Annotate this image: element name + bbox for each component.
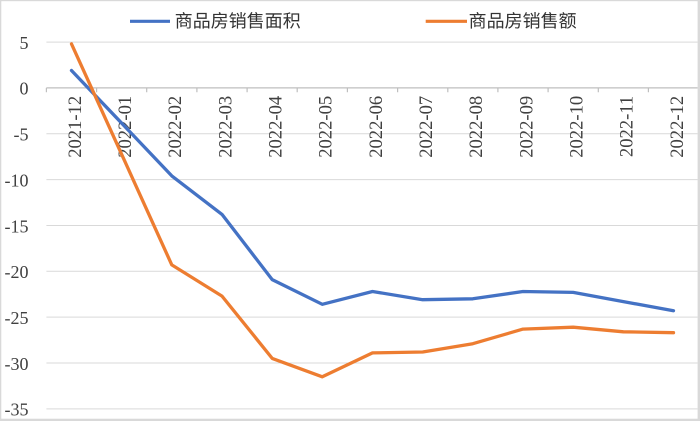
- svg-text:-15: -15: [5, 216, 29, 236]
- svg-text:2022-07: 2022-07: [416, 96, 437, 158]
- svg-text:2022-03: 2022-03: [215, 96, 236, 158]
- svg-text:-5: -5: [14, 125, 29, 145]
- svg-text:2022-11: 2022-11: [617, 96, 638, 157]
- svg-text:-35: -35: [5, 400, 29, 420]
- svg-text:2022-10: 2022-10: [567, 96, 588, 158]
- svg-text:2022-08: 2022-08: [466, 96, 487, 158]
- svg-text:-10: -10: [5, 170, 29, 190]
- svg-text:5: 5: [20, 33, 29, 53]
- svg-text:0: 0: [20, 79, 29, 99]
- svg-text:2021-12: 2021-12: [65, 96, 86, 158]
- svg-text:-20: -20: [5, 262, 29, 282]
- svg-text:-25: -25: [5, 308, 29, 328]
- svg-text:-30: -30: [5, 354, 29, 374]
- svg-text:2022-09: 2022-09: [516, 96, 537, 158]
- svg-text:2022-12: 2022-12: [667, 96, 688, 158]
- svg-text:2022-02: 2022-02: [165, 96, 186, 158]
- svg-text:2022-04: 2022-04: [266, 96, 287, 158]
- svg-text:2022-06: 2022-06: [366, 96, 387, 158]
- svg-text:2022-05: 2022-05: [316, 96, 337, 158]
